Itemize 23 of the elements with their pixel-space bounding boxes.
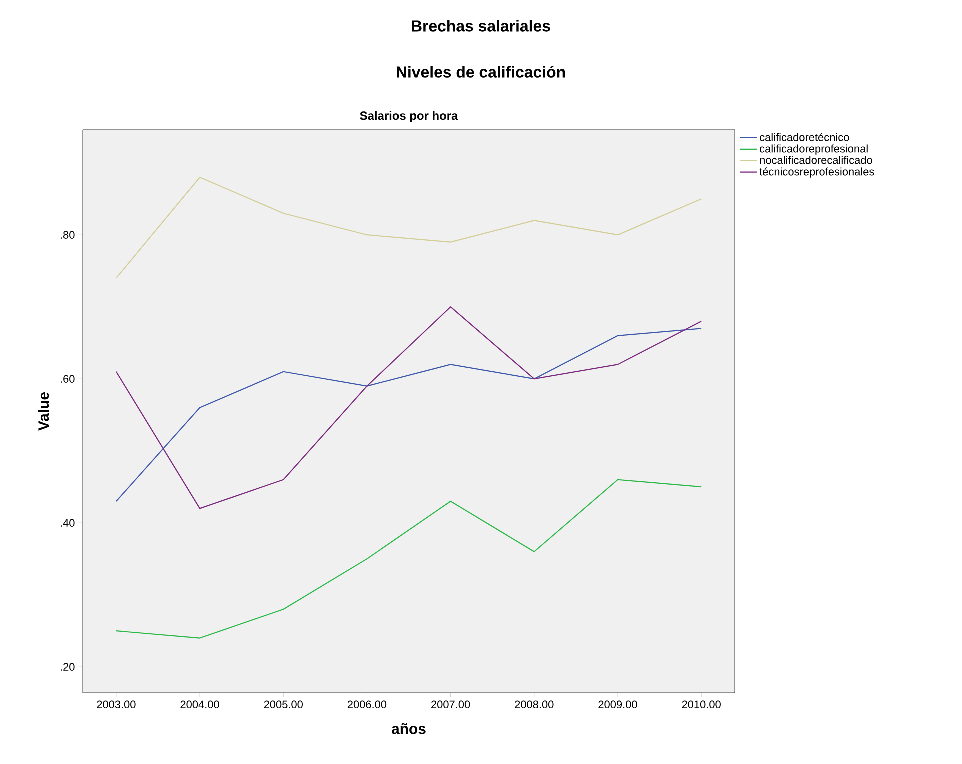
legend-label: técnicosreprofesionales (760, 168, 874, 178)
chart-title: Brechas salariales (412, 20, 550, 32)
line-series (116, 176, 702, 279)
y-tick-label: .20 (61, 663, 75, 671)
y-axis-title: Value (38, 392, 50, 431)
x-tick-label: 2008.00 (515, 700, 554, 709)
x-tick-label: 2004.00 (180, 700, 220, 709)
text: Salarios por hora (360, 111, 458, 122)
x-axis-title: años (392, 723, 426, 734)
y-tick-label: .60 (61, 375, 75, 383)
line-series (116, 479, 702, 639)
x-tick-label: 2003.00 (97, 700, 136, 709)
legend-label: calificadoreprofesional (760, 144, 868, 155)
x-tick-label: 2006.00 (348, 700, 387, 709)
chart-subtitle: Niveles de calificación (397, 66, 566, 78)
x-tick-label: 2007.00 (432, 700, 470, 709)
y-tick-label: .80 (61, 231, 75, 239)
x-tick-label: 2010.00 (682, 700, 721, 709)
x-tick-label: 2009.00 (598, 700, 638, 709)
y-tick-label: .40 (61, 519, 75, 527)
legend-label: calificadoretécnico (760, 133, 850, 142)
x-tick-label: 2005.00 (264, 700, 303, 709)
legend-label: nocalificadorecalificado (760, 156, 872, 164)
